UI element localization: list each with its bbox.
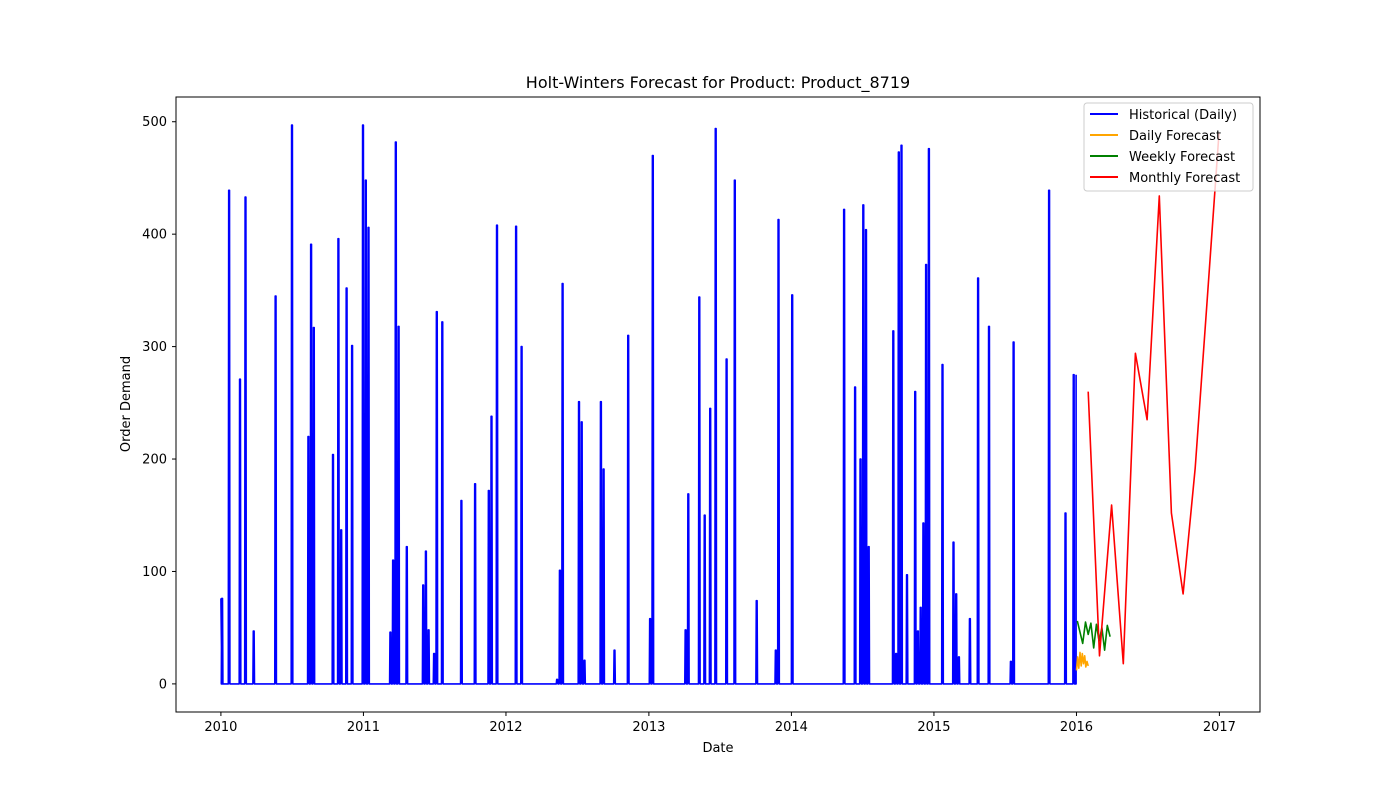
y-tick-label: 100 <box>142 565 167 580</box>
y-tick-label: 400 <box>142 228 167 243</box>
x-tick-label: 2011 <box>347 720 380 735</box>
legend-label-monthly-forecast: Monthly Forecast <box>1129 171 1240 186</box>
series-line-monthly-forecast <box>1087 132 1220 665</box>
series-line-weekly-forecast <box>1076 620 1111 652</box>
legend-label-weekly-forecast: Weekly Forecast <box>1129 150 1235 165</box>
y-axis: 0 100 200 300 400 500 <box>142 115 176 692</box>
series-line-daily-forecast <box>1075 651 1089 671</box>
y-tick-label: 300 <box>142 340 167 355</box>
x-tick-label: 2012 <box>489 720 522 735</box>
legend-label-historical-daily: Historical (Daily) <box>1129 108 1237 123</box>
x-tick-label: 2016 <box>1060 720 1093 735</box>
legend-label-daily-forecast: Daily Forecast <box>1129 129 1221 144</box>
x-axis-label: Date <box>702 741 733 756</box>
legend-frame <box>1083 102 1254 192</box>
y-axis-label: Order Demand <box>119 356 134 452</box>
x-tick-label: 2013 <box>632 720 665 735</box>
x-tick-label: 2014 <box>775 720 808 735</box>
x-tick-label: 2017 <box>1203 720 1236 735</box>
y-tick-label: 200 <box>142 453 167 468</box>
x-axis: 2010 2011 2012 2013 2014 2015 2016 2017 <box>204 712 1236 735</box>
x-tick-label: 2010 <box>204 720 237 735</box>
plot-area <box>175 96 1261 713</box>
series-layer <box>220 124 1220 685</box>
series-line-historical-daily <box>220 124 1077 685</box>
y-tick-label: 0 <box>159 677 167 692</box>
plot-frame <box>175 96 1261 713</box>
y-tick-label: 500 <box>142 115 167 130</box>
x-tick-label: 2015 <box>917 720 950 735</box>
legend: Historical (Daily) Daily Forecast Weekly F… <box>1083 102 1254 192</box>
chart-title: Holt-Winters Forecast for Product: Produ… <box>526 73 910 93</box>
